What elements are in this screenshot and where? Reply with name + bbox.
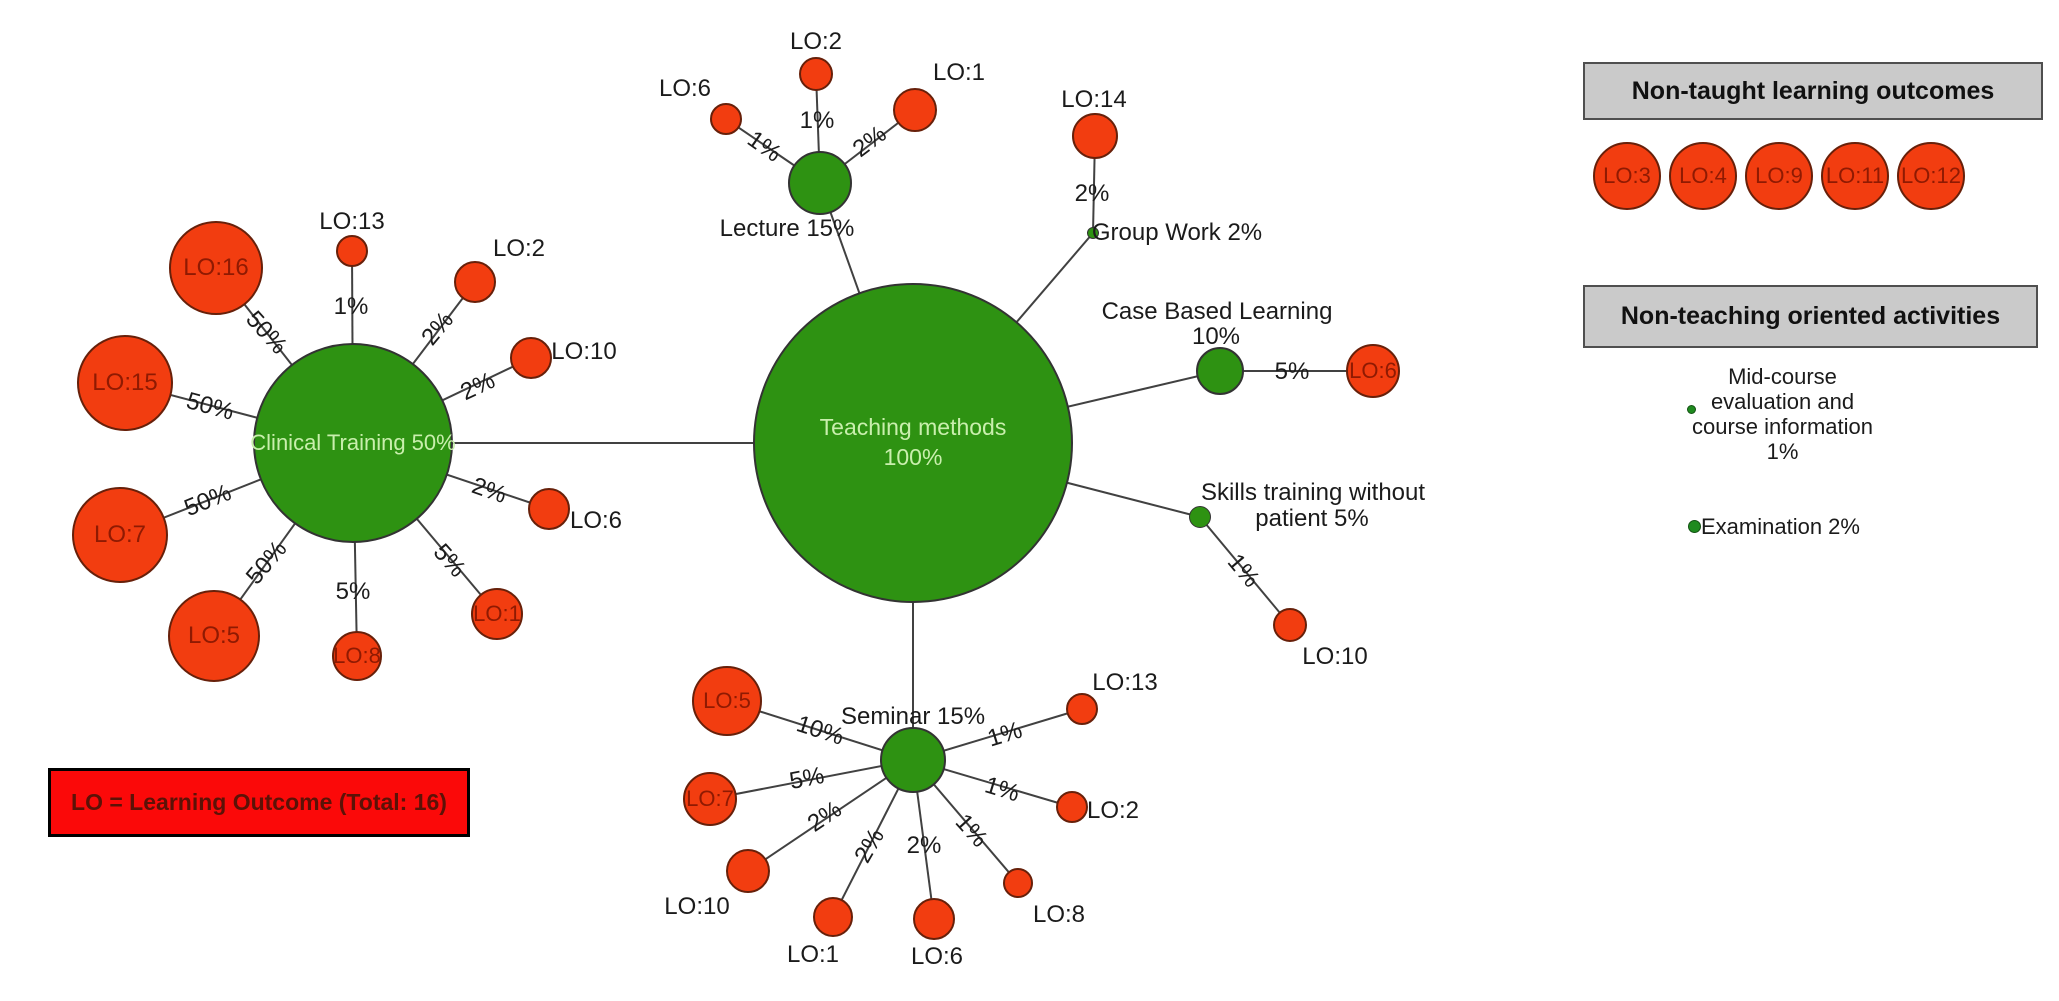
satellite-label: LO:13 <box>319 208 385 235</box>
node-label: LO:5 <box>703 688 751 714</box>
legend-non-teaching-title: Non-teaching oriented activities <box>1620 302 2001 330</box>
satellite-label: LO:1 <box>932 59 986 86</box>
node-lo1-lecture <box>893 88 937 132</box>
examination-dot <box>1688 520 1701 533</box>
legend-node-lo11: LO:11 <box>1821 142 1889 210</box>
node-label: LO:5 <box>187 622 241 650</box>
node-lo2-seminar <box>1056 791 1088 823</box>
examination-label: Examination 2% <box>1701 514 1860 539</box>
edge <box>1199 516 1291 626</box>
node-lo13-clinical <box>336 235 368 267</box>
node-label: LO:3 <box>1603 163 1651 189</box>
case-based-label-line1: Case Based Learning <box>1101 298 1333 325</box>
lecture-label: Lecture 15% <box>719 215 855 242</box>
node-lo1-seminar <box>813 897 853 937</box>
node-lo6-case-based: LO:6 <box>1346 344 1400 398</box>
node-label: LO:11 <box>1825 163 1885 189</box>
node-lo10-clinical <box>510 337 552 379</box>
edge-percent-label: 2% <box>906 832 942 859</box>
node-lo2-clinical <box>454 261 496 303</box>
satellite-label: LO:1 <box>786 941 840 968</box>
node-lo14-group-work <box>1072 113 1118 159</box>
hub-label-line1: Teaching methods <box>819 414 1007 441</box>
node-lo6-lecture <box>710 103 742 135</box>
seminar-label: Seminar 15% <box>840 703 986 730</box>
edge-percent-label: 5% <box>335 578 371 605</box>
satellite-label: LO:6 <box>658 75 712 102</box>
clinical-label: Clinical Training 50% <box>250 430 456 456</box>
mid-course-line: 1% <box>1766 439 1799 464</box>
satellite-label: LO:2 <box>1086 797 1140 824</box>
edge-percent-label: 1% <box>333 293 369 320</box>
satellite-label: LO:2 <box>492 235 546 262</box>
node-label: LO:15 <box>92 369 158 397</box>
satellite-label: LO:2 <box>789 28 843 55</box>
lo-note-text: LO = Learning Outcome (Total: 16) <box>71 789 447 815</box>
node-lo10-skills <box>1273 608 1307 642</box>
node-lo8-seminar <box>1003 868 1033 898</box>
group-work-label: Group Work 2% <box>1091 219 1263 246</box>
edge <box>709 759 914 800</box>
satellite-label: LO:6 <box>569 507 623 534</box>
node-group-work <box>1087 227 1099 239</box>
hub-label-line2: 100% <box>883 444 943 470</box>
node-label: LO:8 <box>333 643 381 669</box>
node-lo7-seminar: LO:7 <box>683 772 737 826</box>
legend-node-lo12: LO:12 <box>1897 142 1965 210</box>
node-skills-training <box>1189 506 1211 528</box>
mid-course-label: Mid-course evaluation and course informa… <box>1660 364 1905 464</box>
node-teaching-methods: Teaching methods 100% <box>753 283 1073 603</box>
node-lo8-clinical: LO:8 <box>332 631 382 681</box>
edge-percent-label: 1% <box>799 107 835 134</box>
node-lo10-seminar <box>726 849 770 893</box>
node-lo2-lecture <box>799 57 833 91</box>
legend-non-taught-title: Non-taught learning outcomes <box>1631 76 1995 105</box>
skills-label-line2: patient 5% <box>1255 505 1369 532</box>
node-lo7-clinical: LO:7 <box>72 487 168 583</box>
mid-course-line: course information <box>1692 414 1873 439</box>
legend-node-lo3: LO:3 <box>1593 142 1661 210</box>
node-lo1-clinical: LO:1 <box>471 588 523 640</box>
node-lo5-seminar: LO:5 <box>692 666 762 736</box>
legend-non-teaching-box: Non-teaching oriented activities <box>1583 285 2038 348</box>
node-label: LO:9 <box>1755 163 1803 189</box>
case-based-label-line2: 10% <box>1191 323 1241 350</box>
node-seminar <box>880 727 946 793</box>
node-lo6-clinical <box>528 488 570 530</box>
node-case-based-learning <box>1196 347 1244 395</box>
satellite-label: LO:10 <box>551 338 617 365</box>
node-lo6-seminar <box>913 898 955 940</box>
legend-node-lo9: LO:9 <box>1745 142 1813 210</box>
node-label: LO:16 <box>183 254 249 282</box>
node-label: LO:7 <box>93 521 147 549</box>
node-lo5-clinical: LO:5 <box>168 590 260 682</box>
skills-label-line1: Skills training without <box>1200 479 1426 506</box>
lo-note-box: LO = Learning Outcome (Total: 16) <box>48 768 470 837</box>
node-lo15-clinical: LO:15 <box>77 335 173 431</box>
satellite-label: LO:10 <box>1302 643 1368 670</box>
satellite-label: LO:6 <box>910 943 964 970</box>
mid-course-line: Mid-course <box>1728 364 1837 389</box>
legend-node-lo4: LO:4 <box>1669 142 1737 210</box>
node-label: LO:1 <box>473 601 521 627</box>
edge-percent-label: 2% <box>1074 180 1110 207</box>
node-lo16-clinical: LO:16 <box>169 221 263 315</box>
satellite-label: LO:10 <box>664 893 730 920</box>
mid-course-line: evaluation and <box>1710 389 1855 414</box>
mid-course-dot <box>1687 405 1696 414</box>
node-label: LO:4 <box>1679 163 1727 189</box>
satellite-label: LO:8 <box>1032 901 1086 928</box>
node-lecture <box>788 151 852 215</box>
satellite-label: LO:13 <box>1092 669 1158 696</box>
legend-non-taught-box: Non-taught learning outcomes <box>1583 62 2043 120</box>
satellite-label: LO:14 <box>1061 86 1127 113</box>
node-label: LO:6 <box>1349 358 1397 384</box>
node-label: LO:12 <box>1901 163 1961 189</box>
node-lo13-seminar <box>1066 693 1098 725</box>
edge-percent-label: 5% <box>1274 358 1310 385</box>
node-clinical-training: Clinical Training 50% <box>250 343 456 543</box>
node-label: LO:7 <box>686 786 734 812</box>
